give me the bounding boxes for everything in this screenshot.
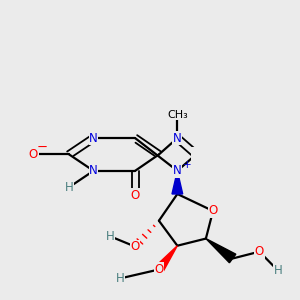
Text: O: O [130, 240, 140, 253]
Text: N: N [173, 132, 182, 145]
Text: methyl: methyl [0, 299, 1, 300]
Text: −: − [37, 141, 48, 154]
Text: N: N [173, 164, 182, 177]
Text: O: O [154, 263, 164, 276]
Text: H: H [65, 181, 74, 194]
Text: O: O [29, 148, 38, 161]
Text: CH₃: CH₃ [167, 110, 188, 120]
Text: O: O [208, 204, 217, 218]
Polygon shape [155, 246, 177, 272]
Polygon shape [206, 238, 236, 263]
Text: methyl: methyl [0, 299, 1, 300]
Text: +: + [182, 160, 191, 170]
Text: H: H [106, 230, 114, 243]
Text: O: O [130, 189, 140, 202]
Polygon shape [172, 171, 183, 194]
Text: N: N [89, 164, 98, 177]
Text: H: H [116, 272, 125, 285]
Text: H: H [273, 264, 282, 277]
Text: O: O [255, 245, 264, 258]
Text: N: N [89, 132, 98, 145]
